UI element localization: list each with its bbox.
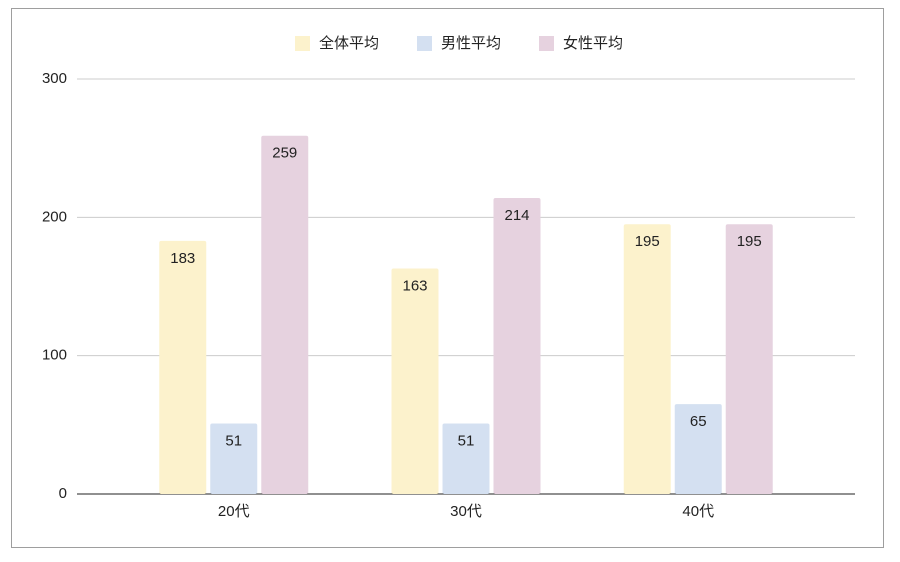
y-tick-label: 0 xyxy=(59,485,67,502)
value-label: 259 xyxy=(272,145,297,162)
bar xyxy=(493,197,541,494)
y-tick-label: 300 xyxy=(42,70,67,87)
value-label: 195 xyxy=(737,233,762,250)
bar xyxy=(210,423,258,494)
bar xyxy=(674,404,722,494)
value-label: 51 xyxy=(458,432,475,449)
legend-label: 男性平均 xyxy=(441,35,501,52)
value-label: 51 xyxy=(225,432,242,449)
y-tick-label: 100 xyxy=(42,347,67,364)
bar xyxy=(261,135,309,494)
bar xyxy=(159,240,207,494)
value-label: 183 xyxy=(170,250,195,267)
value-label: 195 xyxy=(635,233,660,250)
legend-label: 女性平均 xyxy=(563,34,623,52)
y-tick-label: 200 xyxy=(42,208,67,225)
bar xyxy=(391,268,439,494)
legend-label: 全体平均 xyxy=(319,34,379,52)
value-label: 163 xyxy=(402,277,427,294)
legend-swatch xyxy=(295,36,310,51)
bar xyxy=(442,423,490,494)
x-tick-label: 20代 xyxy=(218,503,250,520)
bar xyxy=(725,224,773,494)
x-tick-label: 40代 xyxy=(682,503,714,520)
value-label: 214 xyxy=(504,207,529,224)
value-label: 65 xyxy=(690,413,707,430)
bar xyxy=(623,224,671,494)
legend-swatch xyxy=(539,36,554,51)
legend-swatch xyxy=(417,36,432,51)
x-tick-label: 30代 xyxy=(450,503,482,520)
